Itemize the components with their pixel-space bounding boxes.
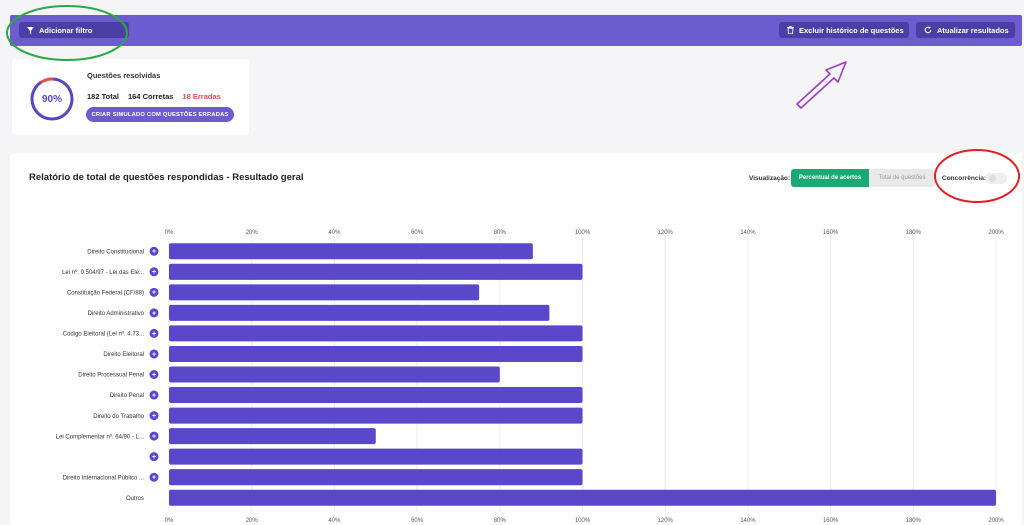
clear-history-label: Excluir histórico de questões — [799, 25, 904, 35]
option-accuracy-percent[interactable]: Percentual de acertos — [791, 169, 869, 187]
bar[interactable] — [169, 325, 583, 342]
plus-icon: + — [152, 392, 156, 399]
plus-icon: + — [152, 351, 156, 358]
bar[interactable] — [169, 489, 996, 506]
plus-icon: + — [152, 434, 156, 441]
expand-icon[interactable] — [149, 287, 159, 297]
questions-summary-card: 90% Questões resolvidas 182 Total 164 Co… — [12, 59, 249, 135]
plus-icon: + — [152, 331, 156, 338]
expand-icon[interactable] — [149, 431, 159, 441]
visualization-label: Visualização: — [749, 175, 791, 182]
bar[interactable] — [169, 263, 583, 280]
option-total-questions[interactable]: Total de questões — [869, 169, 935, 187]
expand-icon[interactable] — [149, 246, 159, 256]
plus-icon: + — [152, 310, 156, 317]
expand-icon[interactable] — [149, 370, 159, 379]
x-tick-label-top: 20% — [246, 230, 259, 236]
report-title: Relatório de total de questões respondid… — [29, 172, 304, 183]
visualization-toggle: Percentual de acertos Total de questões — [791, 169, 935, 187]
bar[interactable] — [169, 284, 480, 301]
x-tick-label-bottom: 200% — [988, 518, 1004, 523]
plus-icon: + — [152, 454, 156, 461]
top-toolbar: Adicionar filtro Excluir histórico de qu… — [10, 15, 1022, 46]
x-tick-label-bottom: 0% — [165, 518, 174, 523]
category-label: Constituição Federal (CF/88) — [67, 291, 144, 297]
bar[interactable] — [169, 304, 550, 321]
bar[interactable] — [169, 345, 583, 362]
bar[interactable] — [169, 387, 583, 404]
x-tick-label-bottom: 100% — [575, 518, 591, 523]
bar[interactable] — [169, 448, 583, 465]
category-label: Outros — [126, 496, 144, 502]
x-tick-label-top: 40% — [328, 230, 341, 236]
category-label: Direito Administrativo — [88, 311, 145, 317]
plus-icon: + — [152, 475, 156, 482]
category-label: Lei Complementar nº. 64/90 - L... — [56, 433, 145, 440]
trash-icon — [787, 26, 794, 34]
expand-icon[interactable] — [149, 267, 159, 277]
x-tick-label-top: 120% — [658, 230, 674, 236]
category-label: Direito Penal — [110, 393, 144, 399]
total-count: 182 Total — [87, 92, 119, 101]
x-tick-label-bottom: 80% — [494, 518, 507, 523]
bar[interactable] — [169, 469, 583, 486]
x-tick-label-bottom: 120% — [658, 518, 674, 523]
accuracy-percent: 90% — [41, 93, 62, 105]
category-label: Lei nº. 9.504/97 - Lei das Ele... — [62, 269, 144, 276]
category-label: Direito Processual Penal — [78, 373, 144, 379]
expand-icon[interactable] — [149, 472, 159, 482]
plus-icon: + — [152, 413, 156, 420]
x-tick-label-bottom: 180% — [906, 518, 922, 523]
x-tick-label-top: 160% — [823, 230, 839, 236]
category-label: Direito Internacional Público ... — [63, 475, 145, 481]
x-tick-label-top: 100% — [575, 230, 591, 236]
plus-icon: + — [152, 249, 156, 256]
expand-icon[interactable] — [149, 328, 159, 338]
create-mock-exam-button[interactable]: CRIAR SIMULADO COM QUESTÕES ERRADAS — [86, 107, 234, 122]
correct-count: 164 Corretas — [127, 92, 174, 101]
x-tick-label-bottom: 60% — [411, 518, 424, 523]
bar[interactable] — [169, 407, 583, 424]
accuracy-ring — [30, 77, 74, 121]
summary-stats: 182 Total 164 Corretas 18 Erradas — [87, 92, 221, 101]
bar[interactable] — [169, 366, 500, 383]
bar[interactable] — [169, 243, 533, 260]
plus-icon: + — [152, 372, 156, 379]
refresh-icon — [924, 26, 932, 34]
wrong-count: 18 Erradas — [182, 92, 221, 101]
category-label: Código Eleitoral (Lei nº. 4.73... — [63, 331, 145, 338]
x-tick-label-top: 80% — [494, 230, 507, 236]
plus-icon: + — [152, 290, 156, 297]
category-label: Direito do Trabalho — [93, 414, 144, 420]
x-tick-label-top: 140% — [740, 230, 756, 236]
plus-icon: + — [152, 269, 156, 276]
expand-icon[interactable] — [149, 308, 159, 318]
x-tick-label-top: 180% — [906, 230, 922, 236]
expand-icon[interactable] — [149, 349, 159, 359]
expand-icon[interactable] — [149, 411, 159, 421]
category-label: Direito Constitucional — [87, 249, 144, 255]
category-label: Direito Eleitoral — [103, 352, 144, 358]
refresh-results-label: Atualizar resultados — [937, 25, 1009, 35]
x-tick-label-bottom: 40% — [328, 518, 341, 523]
bar[interactable] — [169, 428, 376, 445]
x-tick-label-top: 60% — [411, 230, 424, 236]
x-tick-label-bottom: 20% — [246, 518, 259, 523]
x-tick-label-top: 0% — [165, 230, 174, 236]
x-tick-label-top: 200% — [988, 230, 1004, 236]
x-tick-label-bottom: 140% — [740, 518, 756, 523]
x-tick-label-bottom: 160% — [823, 518, 839, 523]
summary-title: Questões resolvidas — [87, 71, 161, 80]
expand-icon[interactable] — [149, 390, 159, 400]
refresh-results-button[interactable]: Atualizar resultados — [916, 22, 1015, 38]
expand-icon[interactable] — [149, 452, 159, 462]
clear-history-button[interactable]: Excluir histórico de questões — [779, 22, 909, 38]
